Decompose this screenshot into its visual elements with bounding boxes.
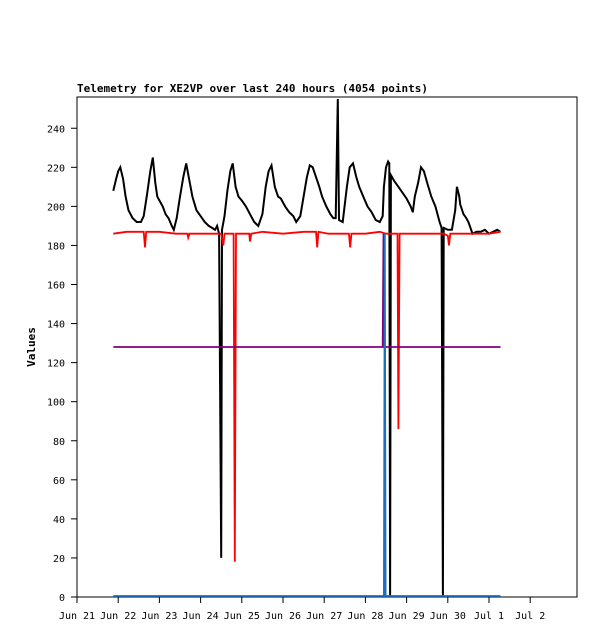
x-axis: Jun 21 Jun 22 Jun 23 Jun 24 Jun 25 Jun 26 Jun … bbox=[59, 597, 545, 622]
series-line-4 bbox=[113, 233, 501, 597]
series-line-3 bbox=[113, 233, 501, 348]
y-tick-label: 200 bbox=[47, 202, 65, 213]
series-line-2 bbox=[113, 230, 501, 562]
y-tick-label: 80 bbox=[53, 437, 65, 448]
x-tick-label: Jun 28 bbox=[347, 611, 383, 622]
x-tick-label: Jul 1 bbox=[474, 611, 504, 622]
x-tick-label: Jun 27 bbox=[306, 611, 342, 622]
y-tick-label: 180 bbox=[47, 241, 65, 252]
x-tick-label: Jun 21 bbox=[59, 611, 95, 622]
x-tick-label: Jun 25 bbox=[224, 611, 260, 622]
plot-frame bbox=[76, 96, 578, 598]
y-tick-label: 140 bbox=[47, 320, 65, 331]
x-tick-label: Jun 23 bbox=[141, 611, 177, 622]
x-tick-label: Jun 26 bbox=[265, 611, 301, 622]
x-tick-label: Jun 30 bbox=[430, 611, 466, 622]
x-tick-label: Jun 29 bbox=[389, 611, 425, 622]
y-tick-label: 160 bbox=[47, 281, 65, 292]
y-tick-label: 220 bbox=[47, 163, 65, 174]
y-axis: 0 20 40 60 80 100 120 140 160 180 200 220 240 bbox=[47, 124, 77, 604]
x-tick-label: Jun 22 bbox=[100, 611, 136, 622]
y-tick-label: 40 bbox=[53, 515, 65, 526]
x-tick-label: Jul 2 bbox=[515, 611, 545, 622]
y-tick-label: 20 bbox=[53, 554, 65, 565]
y-tick-label: 60 bbox=[53, 476, 65, 487]
y-tick-label: 120 bbox=[47, 359, 65, 370]
y-axis-label: Values bbox=[25, 327, 38, 367]
series-line-1 bbox=[112, 98, 502, 598]
y-tick-label: 0 bbox=[59, 593, 65, 604]
chart-title: Telemetry for XE2VP over last 240 hours … bbox=[77, 82, 428, 95]
series-layer bbox=[112, 98, 502, 598]
y-tick-label: 240 bbox=[47, 124, 65, 135]
x-tick-label: Jun 24 bbox=[183, 611, 219, 622]
y-tick-label: 100 bbox=[47, 398, 65, 409]
